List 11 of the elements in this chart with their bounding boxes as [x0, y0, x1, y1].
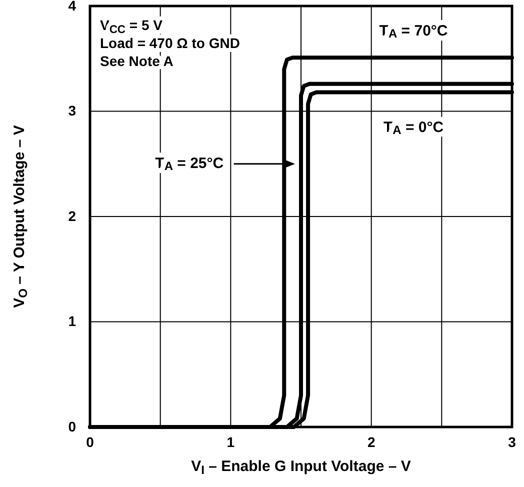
x-tick-label: 1: [226, 434, 235, 450]
annotation: See Note A: [100, 53, 174, 69]
y-tick-label: 0: [68, 418, 76, 434]
x-tick-label: 0: [86, 434, 94, 450]
y-tick-label: 1: [68, 313, 76, 330]
x-axis-title: V$_{I}$ – Enable G Input Voltage – V: [191, 458, 411, 477]
y-tick-label: 3: [68, 102, 76, 119]
y-tick-label: 2: [68, 208, 76, 224]
x-tick-label: 2: [367, 434, 376, 450]
x-tick-label: 3: [508, 434, 516, 450]
y-tick-label: 4: [68, 0, 76, 14]
